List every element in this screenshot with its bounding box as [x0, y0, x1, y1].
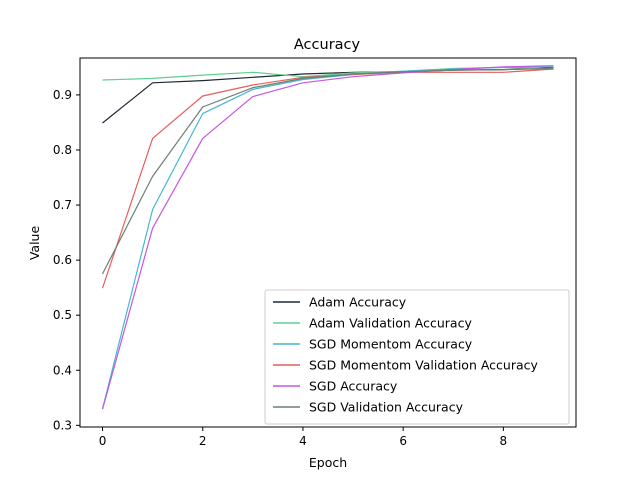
legend-label: Adam Validation Accuracy [309, 316, 472, 331]
legend: Adam Accuracy Adam Validation Accuracy SGD… [264, 289, 570, 425]
legend-label: SGD Validation Accuracy [309, 400, 464, 415]
y-tick-label: 0.4 [53, 363, 72, 377]
axes-frame [79, 57, 577, 428]
plot-area [101, 65, 554, 410]
y-tick-label: 0.6 [53, 253, 72, 267]
legend-label: SGD Accuracy [309, 379, 398, 394]
y-axis: 0.3 0.4 0.5 0.6 0.7 0.8 0.9 [53, 88, 80, 432]
series-line-4 [101, 68, 554, 289]
x-tick-label: 4 [299, 434, 307, 448]
series-line-6 [101, 67, 554, 275]
y-tick-label: 0.3 [53, 418, 72, 432]
chart-title: Accuracy [294, 37, 361, 53]
y-axis-label: Value [27, 226, 42, 261]
x-axis: 0 2 4 6 8 [99, 427, 507, 448]
y-tick-label: 0.5 [53, 308, 72, 322]
x-tick-label: 0 [99, 434, 107, 448]
y-tick-label: 0.8 [53, 143, 72, 157]
x-tick-label: 6 [399, 434, 407, 448]
y-tick-label: 0.7 [53, 198, 72, 212]
x-tick-label: 8 [500, 434, 508, 448]
legend-label: SGD Momentom Accuracy [309, 337, 473, 352]
legend-label: Adam Accuracy [309, 295, 407, 310]
x-tick-label: 2 [199, 434, 207, 448]
series-line-5 [101, 65, 554, 410]
legend-box [264, 289, 570, 425]
x-axis-label: Epoch [309, 455, 347, 470]
y-tick-label: 0.9 [53, 88, 72, 102]
legend-label: SGD Momentom Validation Accuracy [309, 358, 539, 373]
